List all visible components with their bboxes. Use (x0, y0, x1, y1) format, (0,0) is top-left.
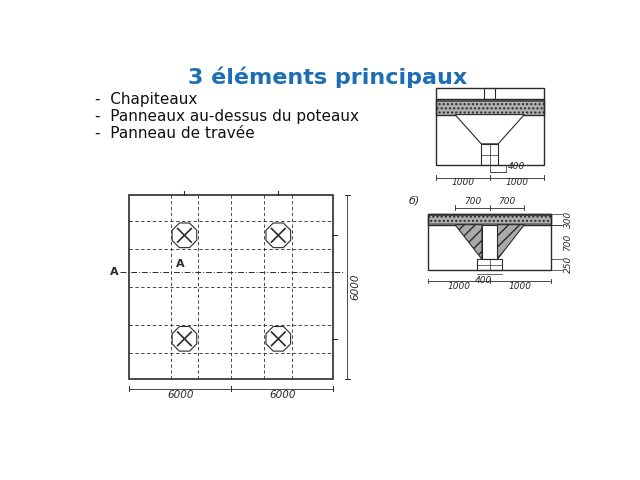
Text: 250: 250 (564, 256, 573, 273)
Text: A: A (110, 267, 118, 277)
Polygon shape (266, 223, 291, 248)
Bar (129, 195, 333, 380)
Bar (481, 144, 498, 166)
Text: 700: 700 (499, 197, 516, 206)
Text: A: A (176, 259, 185, 269)
Text: 400: 400 (508, 162, 525, 171)
Text: -  Chapiteaux: - Chapiteaux (95, 92, 198, 107)
Text: 1000: 1000 (447, 282, 470, 291)
Bar (428, 214, 551, 225)
Text: -  Panneau de travée: - Panneau de travée (95, 126, 255, 141)
Bar (484, 88, 495, 99)
Bar (428, 223, 551, 225)
Bar (428, 214, 551, 270)
Polygon shape (266, 326, 291, 351)
Text: б): б) (409, 196, 420, 206)
Text: 1000: 1000 (505, 179, 528, 188)
Text: 1000: 1000 (451, 179, 474, 188)
Polygon shape (172, 223, 196, 248)
Bar (428, 214, 551, 225)
Text: 3 éléments principaux: 3 éléments principaux (188, 67, 468, 88)
Text: 6000: 6000 (350, 274, 360, 300)
Text: 6000: 6000 (167, 390, 194, 400)
Text: 300: 300 (564, 211, 573, 228)
Bar (436, 99, 543, 115)
Polygon shape (455, 115, 524, 144)
Bar (436, 99, 543, 115)
Bar (428, 214, 551, 216)
Bar (428, 214, 551, 225)
Text: 1000: 1000 (509, 282, 532, 291)
Polygon shape (172, 326, 196, 351)
Bar (477, 259, 502, 270)
Bar (482, 225, 497, 259)
Polygon shape (455, 225, 482, 259)
Text: -  Panneaux au-dessus du poteaux: - Panneaux au-dessus du poteaux (95, 109, 360, 124)
Bar (436, 99, 543, 102)
Bar (436, 88, 543, 166)
Text: 700: 700 (464, 197, 481, 206)
Bar (436, 99, 543, 115)
Text: 6000: 6000 (269, 390, 296, 400)
Text: 700: 700 (564, 233, 573, 251)
Text: 400: 400 (475, 276, 492, 285)
Polygon shape (497, 225, 524, 259)
